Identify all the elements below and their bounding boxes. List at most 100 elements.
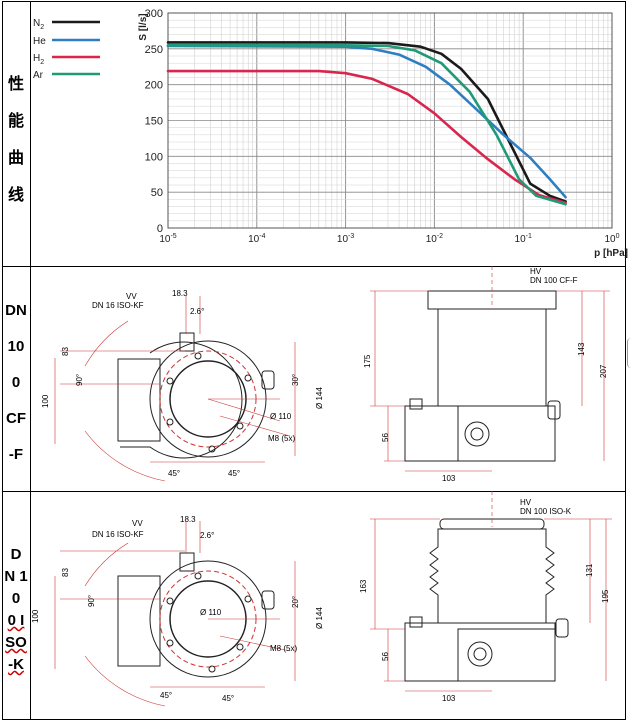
label-char: 0 — [11, 590, 21, 607]
dim-d144: Ø 144 — [315, 607, 324, 629]
dim-lines — [370, 266, 610, 472]
x-tick-label: 10-5 — [159, 233, 176, 245]
legend-label: H2 — [33, 53, 44, 66]
side-knob — [555, 618, 569, 638]
y-tick-label: 200 — [145, 80, 163, 92]
bottom-arc — [84, 430, 166, 482]
label-char: 曲 — [7, 150, 24, 167]
dn100-cf-drawings: VV DN 16 ISO-KF 18.3 2.6° 83 90° 100 30°… — [41, 266, 610, 483]
label-char: 线 — [7, 187, 24, 204]
series-line-he — [166, 44, 567, 199]
base-housing — [404, 405, 556, 462]
y-axis-label: S [l/s] — [138, 13, 149, 40]
hv-label: HV — [520, 498, 532, 507]
label-char: SO — [5, 634, 27, 651]
outlet-block — [117, 575, 161, 667]
dim-100: 100 — [41, 394, 50, 408]
chart-legend: N2 He H2 Ar — [33, 18, 100, 81]
dim-18-3: 18.3 — [180, 515, 196, 524]
legend-label: Ar — [33, 70, 44, 81]
vent-valve — [179, 552, 195, 572]
legend-label: N2 — [33, 18, 44, 31]
dim-131: 131 — [585, 563, 594, 577]
dim-d110: Ø 110 — [200, 608, 222, 617]
top-arc — [84, 320, 129, 367]
kf-flange-label: DN 16 ISO-KF — [92, 301, 144, 310]
pump-housing — [120, 341, 243, 459]
chart-axes: 0 50 100 150 200 250 300 10-5 10-4 10-3 10-2 10-1 10… — [138, 8, 628, 259]
dim-2-6: 2.6° — [190, 307, 204, 316]
x-tick-label: 10-3 — [337, 233, 354, 245]
iso-flange-label: DN 100 ISO-K — [520, 507, 572, 516]
x-tick-label: 10-2 — [426, 233, 443, 245]
dim-lines — [370, 491, 612, 692]
label-column-divider — [30, 1, 31, 720]
chart-series — [166, 41, 567, 206]
dim-45a: 45° — [168, 469, 180, 478]
label-char: 性 — [7, 76, 24, 93]
label-char: 0 I — [7, 612, 25, 629]
dim-90deg: 90° — [75, 374, 84, 386]
label-char: 10 — [7, 338, 25, 355]
base-housing — [404, 622, 556, 682]
series-line-ar — [166, 44, 567, 206]
cf-flange-label: DN 100 CF-F — [530, 276, 578, 285]
side-knob — [261, 370, 275, 390]
connector-outer — [467, 641, 493, 667]
row-label-dn100-cf: DN 10 0 CF -F — [2, 293, 30, 473]
y-tick-label: 250 — [145, 44, 163, 56]
dim-103: 103 — [442, 474, 456, 483]
dim-83: 83 — [61, 347, 70, 356]
label-char: 能 — [7, 113, 24, 130]
dim-175: 175 — [363, 354, 372, 368]
connector-outer — [464, 421, 490, 447]
outlet-block — [117, 358, 161, 442]
y-tick-label: 100 — [145, 151, 163, 163]
vv-label: VV — [126, 292, 137, 301]
bottom-arc — [84, 655, 166, 707]
side-knob — [547, 400, 561, 420]
x-tick-label: 100 — [604, 233, 619, 245]
dim-m8: M8 (5x) — [270, 644, 297, 653]
legend-label: He — [33, 36, 46, 47]
row-label-dn100-iso: D N 1 0 0 I SO -K — [2, 544, 30, 676]
vent-valve — [179, 332, 195, 352]
y-tick-label: 300 — [145, 8, 163, 20]
y-tick-label: 0 — [157, 223, 163, 235]
dim-20deg: 20° — [291, 596, 300, 608]
label-char: D — [10, 546, 22, 563]
connector-inner — [470, 427, 484, 441]
dim-m8: M8 (5x) — [268, 434, 295, 443]
dim-83: 83 — [61, 568, 70, 577]
bellows-body — [429, 528, 555, 624]
dim-56: 56 — [381, 433, 390, 442]
series-line-n2 — [166, 41, 567, 203]
bolt-holes — [166, 572, 252, 673]
side-view: HV DN 100 CF-F 175 143 207 56 103 — [363, 266, 610, 483]
connector-inner — [473, 647, 487, 661]
y-tick-label: 150 — [145, 116, 163, 128]
page-edge-mark — [627, 338, 632, 368]
dim-2-6: 2.6° — [200, 531, 214, 540]
x-tick-label: 10-1 — [515, 233, 532, 245]
dim-163: 163 — [359, 579, 368, 593]
bolt-holes — [166, 352, 252, 453]
dim-45b: 45° — [228, 469, 240, 478]
label-char: CF — [6, 410, 26, 427]
valve — [409, 398, 423, 410]
dim-195: 195 — [601, 589, 610, 603]
dim-103: 103 — [442, 694, 456, 703]
valve — [409, 616, 423, 628]
x-tick-label: 10-4 — [248, 233, 265, 245]
label-char: 0 — [11, 374, 21, 391]
side-view: HV DN 100 ISO-K 163 131 195 56 103 — [359, 491, 612, 703]
chart-grid — [167, 12, 613, 229]
plot-frame — [167, 12, 613, 229]
label-char: DN — [5, 302, 27, 319]
dim-18-3: 18.3 — [172, 289, 188, 298]
label-char: -K — [8, 656, 24, 673]
electronics-block — [457, 628, 556, 682]
side-knob — [261, 590, 275, 610]
dim-d110: Ø 110 — [270, 412, 292, 421]
dim-143: 143 — [577, 342, 586, 356]
